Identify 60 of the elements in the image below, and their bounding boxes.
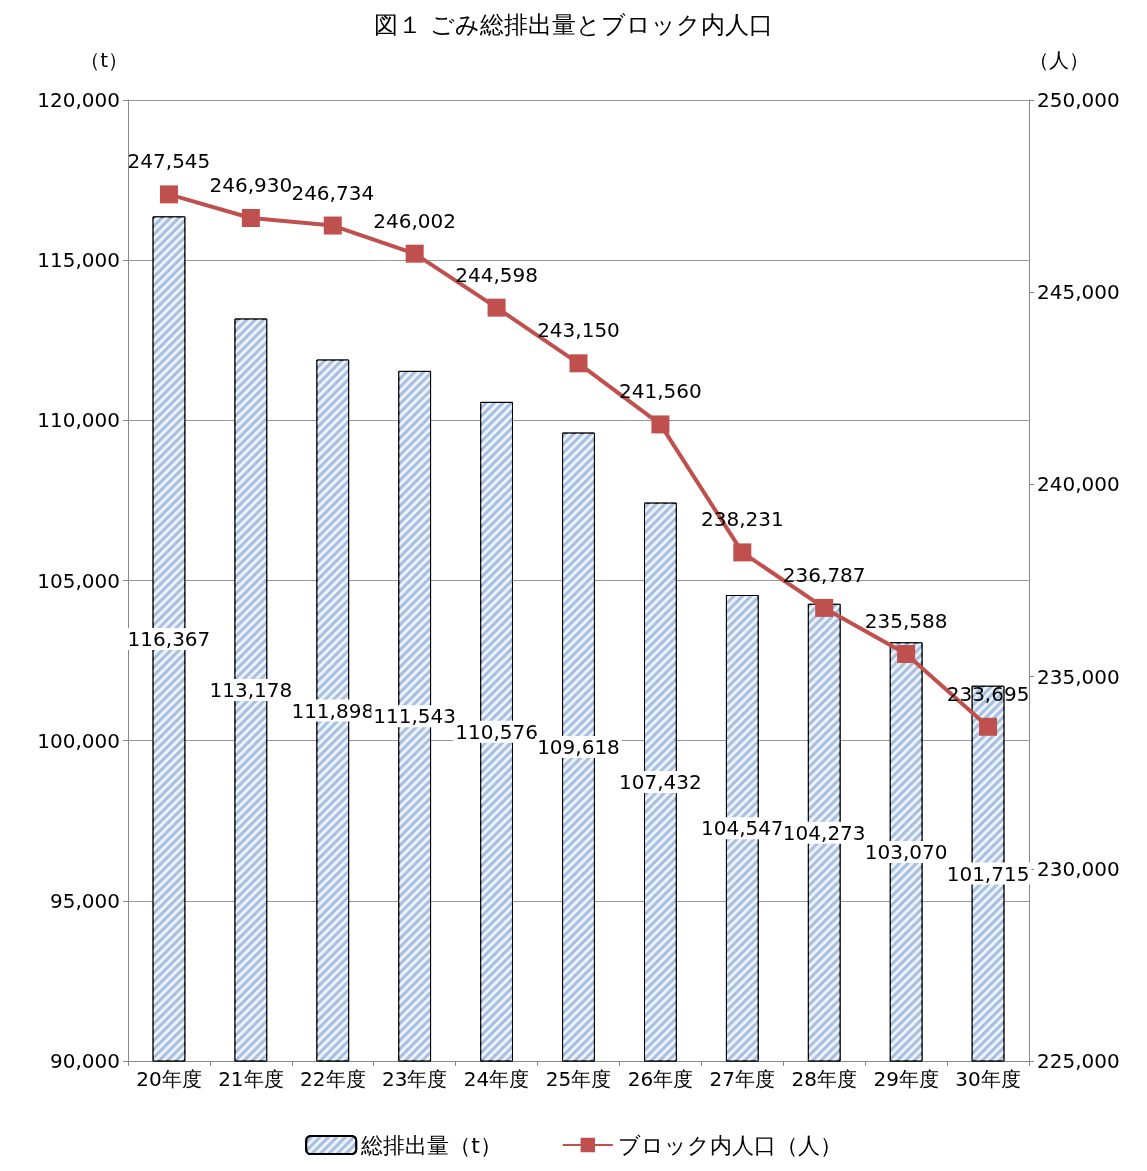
data-label: 246,002	[373, 208, 457, 233]
data-label: 101,715	[946, 861, 1030, 886]
data-label: 116,367	[127, 626, 211, 651]
data-label: 243,150	[537, 318, 620, 343]
y2-tick-label: 230,000	[1037, 856, 1120, 881]
x-tick-label: 20年度	[136, 1067, 202, 1091]
point	[733, 543, 752, 562]
chart-title: 図１ ごみ総排出量とブロック内人口	[374, 11, 773, 39]
y2-tick-label: 245,000	[1037, 280, 1120, 305]
x-tick-label: 22年度	[300, 1067, 366, 1091]
legend-label: ブロック内人口（人）	[617, 1132, 842, 1158]
x-tick-label: 23年度	[381, 1067, 448, 1091]
data-label: 103,070	[864, 839, 948, 864]
point	[487, 298, 506, 317]
y2-tick-label: 235,000	[1037, 664, 1120, 689]
point	[405, 244, 424, 263]
point	[897, 645, 916, 663]
x-tick-label: 26年度	[627, 1067, 694, 1091]
y-tick-label: 90,000	[50, 1049, 120, 1073]
y2-tick-label: 240,000	[1037, 472, 1120, 497]
y2-tick-label: 250,000	[1037, 88, 1120, 112]
x-tick-label: 25年度	[545, 1067, 612, 1091]
data-label: 246,930	[209, 173, 293, 198]
x-tick-label: 27年度	[709, 1067, 776, 1091]
y-axis-title: （t）	[80, 48, 128, 72]
x-tick-label: 30年度	[955, 1067, 1021, 1091]
data-label: 241,560	[619, 379, 702, 404]
data-label: 246,734	[291, 180, 375, 205]
y-tick-label: 95,000	[50, 888, 120, 913]
y-tick-label: 120,000	[37, 88, 120, 112]
legend-label: 総排出量（t）	[360, 1132, 502, 1158]
data-label: 111,898	[291, 698, 375, 723]
point	[241, 209, 260, 228]
data-label: 111,543	[373, 704, 457, 729]
data-label: 110,576	[455, 719, 538, 744]
data-label: 235,588	[864, 609, 948, 633]
data-label: 244,598	[455, 262, 538, 287]
x-tick-label: 28年度	[791, 1067, 857, 1091]
point	[815, 598, 834, 617]
data-label: 104,547	[700, 816, 784, 841]
data-label: 236,787	[782, 562, 866, 587]
y2-tick-label: 225,000	[1037, 1049, 1120, 1073]
point	[323, 216, 342, 235]
data-label: 109,618	[537, 735, 620, 760]
y-tick-label: 110,000	[37, 408, 120, 433]
data-label: 247,545	[127, 149, 211, 174]
point	[159, 185, 178, 204]
x-tick-label: 21年度	[218, 1067, 284, 1091]
data-label: 107,432	[619, 770, 702, 795]
x-tick-label: 24年度	[463, 1067, 530, 1091]
y-tick-label: 105,000	[37, 568, 120, 593]
data-label: 104,273	[782, 820, 866, 845]
y-tick-label: 100,000	[37, 728, 120, 753]
x-tick-label: 29年度	[873, 1067, 939, 1091]
y-tick-label: 115,000	[37, 248, 120, 273]
point	[651, 415, 670, 434]
data-label: 113,178	[209, 678, 293, 703]
point	[979, 717, 998, 736]
point	[569, 354, 588, 373]
y2-axis-title: （人）	[1029, 48, 1089, 72]
